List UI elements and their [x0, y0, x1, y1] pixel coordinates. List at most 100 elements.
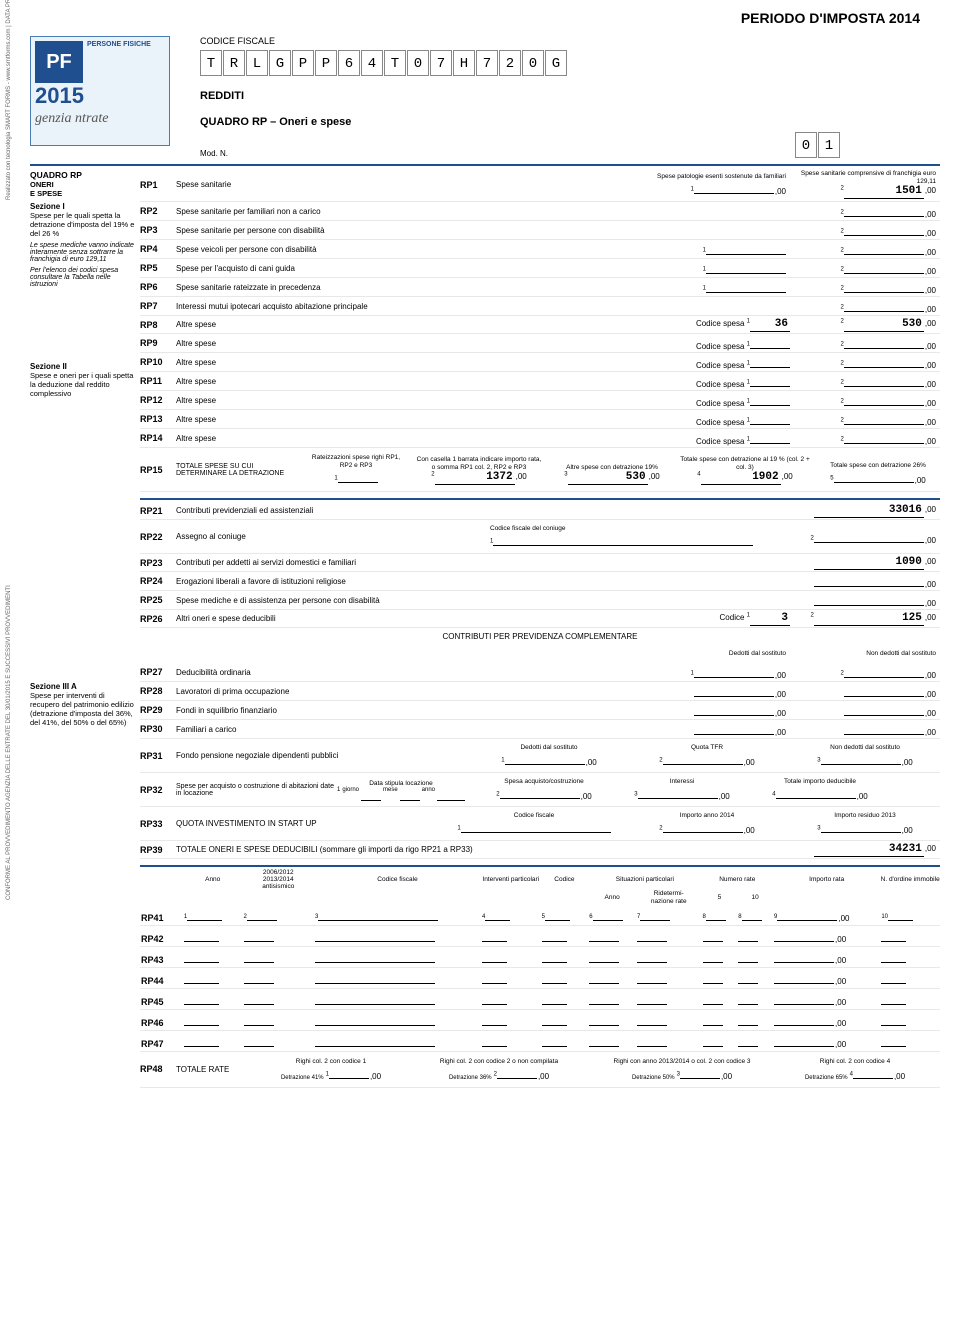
value-field[interactable]	[184, 970, 219, 984]
value-field[interactable]	[844, 298, 924, 312]
value-field[interactable]	[844, 279, 924, 293]
value-field[interactable]	[318, 907, 438, 921]
value-field[interactable]	[844, 335, 924, 349]
value-field[interactable]	[881, 1033, 906, 1047]
value-field[interactable]	[738, 928, 758, 942]
value-field[interactable]	[184, 1012, 219, 1026]
value-field[interactable]	[589, 928, 619, 942]
value-field[interactable]	[774, 991, 834, 1005]
value-field[interactable]	[361, 787, 381, 801]
value-field[interactable]: 3	[750, 612, 790, 626]
value-field[interactable]	[776, 785, 856, 799]
value-field[interactable]	[844, 241, 924, 255]
value-field[interactable]: 34231	[814, 843, 924, 857]
value-field[interactable]	[738, 949, 758, 963]
value-field[interactable]	[694, 683, 774, 697]
value-field[interactable]	[694, 180, 774, 194]
value-field[interactable]	[505, 751, 585, 765]
value-field[interactable]	[482, 949, 507, 963]
value-field[interactable]	[888, 907, 913, 921]
value-field[interactable]	[774, 1033, 834, 1047]
value-field[interactable]	[706, 279, 786, 293]
value-field[interactable]	[315, 991, 435, 1005]
value-field[interactable]	[589, 1012, 619, 1026]
value-field[interactable]	[881, 970, 906, 984]
value-field[interactable]	[637, 1033, 667, 1047]
value-field[interactable]	[694, 721, 774, 735]
value-field[interactable]	[814, 529, 924, 543]
value-field[interactable]	[663, 819, 743, 833]
value-field[interactable]	[881, 1012, 906, 1026]
value-field[interactable]	[814, 573, 924, 587]
value-field[interactable]	[738, 1033, 758, 1047]
value-field[interactable]	[703, 1033, 723, 1047]
value-field[interactable]	[542, 1033, 567, 1047]
value-field[interactable]	[844, 203, 924, 217]
value-field[interactable]	[703, 970, 723, 984]
value-field[interactable]	[750, 354, 790, 368]
value-field[interactable]	[184, 991, 219, 1005]
value-field[interactable]	[750, 335, 790, 349]
value-field[interactable]: 530	[568, 471, 648, 485]
value-field[interactable]	[844, 373, 924, 387]
value-field[interactable]	[244, 928, 274, 942]
value-field[interactable]	[244, 1012, 274, 1026]
value-field[interactable]	[315, 1033, 435, 1047]
value-field[interactable]	[500, 785, 580, 799]
value-field[interactable]	[694, 702, 774, 716]
value-field[interactable]	[853, 1065, 893, 1079]
value-field[interactable]	[844, 222, 924, 236]
value-field[interactable]	[338, 469, 378, 483]
value-field[interactable]	[244, 970, 274, 984]
value-field[interactable]	[694, 664, 774, 678]
value-field[interactable]	[461, 819, 611, 833]
value-field[interactable]	[881, 991, 906, 1005]
value-field[interactable]	[844, 721, 924, 735]
value-field[interactable]	[637, 970, 667, 984]
value-field[interactable]	[184, 949, 219, 963]
value-field[interactable]	[244, 1033, 274, 1047]
value-field[interactable]	[640, 907, 670, 921]
value-field[interactable]	[844, 392, 924, 406]
value-field[interactable]	[738, 991, 758, 1005]
value-field[interactable]	[184, 1033, 219, 1047]
value-field[interactable]	[315, 949, 435, 963]
value-field[interactable]	[542, 1012, 567, 1026]
value-field[interactable]	[750, 392, 790, 406]
value-field[interactable]	[315, 970, 435, 984]
value-field[interactable]	[844, 260, 924, 274]
value-field[interactable]: 1501	[844, 185, 924, 199]
value-field[interactable]: 530	[844, 318, 924, 332]
value-field[interactable]	[844, 411, 924, 425]
value-field[interactable]: 1090	[814, 556, 924, 570]
value-field[interactable]	[703, 991, 723, 1005]
value-field[interactable]: 33016	[814, 504, 924, 518]
value-field[interactable]	[750, 411, 790, 425]
value-field[interactable]: 1372	[435, 471, 515, 485]
value-field[interactable]	[589, 991, 619, 1005]
value-field[interactable]	[482, 1033, 507, 1047]
value-field[interactable]	[774, 970, 834, 984]
value-field[interactable]	[589, 1033, 619, 1047]
value-field[interactable]	[777, 907, 837, 921]
value-field[interactable]	[881, 949, 906, 963]
value-field[interactable]	[821, 751, 901, 765]
value-field[interactable]	[881, 928, 906, 942]
value-field[interactable]	[844, 664, 924, 678]
value-field[interactable]: 36	[750, 318, 790, 332]
value-field[interactable]	[844, 430, 924, 444]
value-field[interactable]	[637, 949, 667, 963]
value-field[interactable]	[482, 970, 507, 984]
value-field[interactable]	[742, 907, 762, 921]
value-field[interactable]	[589, 970, 619, 984]
value-field[interactable]	[593, 907, 623, 921]
value-field[interactable]	[774, 928, 834, 942]
value-field[interactable]	[844, 683, 924, 697]
value-field[interactable]	[589, 949, 619, 963]
value-field[interactable]	[315, 1012, 435, 1026]
value-field[interactable]	[400, 787, 420, 801]
value-field[interactable]: 125	[814, 612, 924, 626]
value-field[interactable]	[497, 1065, 537, 1079]
value-field[interactable]: 1902	[701, 471, 781, 485]
value-field[interactable]	[750, 430, 790, 444]
